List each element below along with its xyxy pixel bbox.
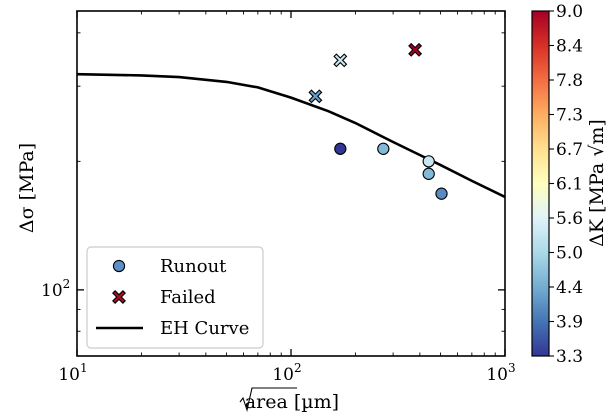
colorbar-label: ΔK [MPa √m] xyxy=(586,119,608,247)
x-axis-label: area [µm] xyxy=(239,387,339,413)
eh-curve-line xyxy=(77,72,505,199)
runout-point xyxy=(377,142,390,155)
y-axis-label: Δσ [MPa] xyxy=(16,143,38,233)
x-axis-label-text: area [µm] xyxy=(241,391,339,413)
plot-area: 101 102 103 102 xyxy=(41,10,516,385)
colorbar-tick-label: 8.4 xyxy=(556,37,583,57)
runout-point xyxy=(422,155,435,168)
runout-point xyxy=(435,187,448,200)
legend-runout-marker xyxy=(112,259,126,273)
x-axis-ticks: 101 102 103 xyxy=(58,11,516,385)
legend-label: EH Curve xyxy=(160,318,249,339)
colorbar-tick-label: 7.8 xyxy=(556,71,583,91)
colorbar-gradient xyxy=(531,10,550,357)
colorbar-tick-label: 4.4 xyxy=(556,278,583,298)
y-tick-exponent: 2 xyxy=(63,277,71,291)
y-tick-label: 102 xyxy=(41,277,70,301)
x-tick-label: 102 xyxy=(272,361,301,385)
plot-frame xyxy=(76,10,506,357)
legend-failed-marker xyxy=(112,290,126,304)
colorbar-tick-label: 3.3 xyxy=(556,347,583,367)
legend-frame xyxy=(86,246,264,349)
colorbar-ticks: 3.3 3.9 4.4 5.0 5.6 6.1 6.7 7.3 7.8 8.4 9.0 xyxy=(549,2,583,367)
runout-point xyxy=(334,142,347,155)
x-tick-exponent: 2 xyxy=(294,361,302,375)
legend-label: Failed xyxy=(160,287,216,308)
x-tick-label: 103 xyxy=(486,361,515,385)
legend: Runout Failed EH Curve xyxy=(86,246,264,349)
failed-point xyxy=(333,53,348,68)
colorbar-tick-label: 6.1 xyxy=(556,175,583,195)
failed-point xyxy=(408,42,423,57)
colorbar-tick-label: 5.0 xyxy=(556,244,583,264)
colorbar-tick-label: 9.0 xyxy=(556,2,583,22)
colorbar-tick-label: 7.3 xyxy=(556,106,583,126)
colorbar-tick-label: 6.7 xyxy=(556,140,583,160)
failed-point xyxy=(308,89,323,104)
x-tick-exponent: 1 xyxy=(80,361,88,375)
colorbar-tick-label: 5.6 xyxy=(556,209,583,229)
colorbar-tick-label: 3.9 xyxy=(556,313,583,333)
x-tick-label: 101 xyxy=(58,361,87,385)
x-tick-exponent: 3 xyxy=(508,361,516,375)
runout-point xyxy=(422,167,435,180)
sqrt-sign xyxy=(239,387,297,413)
legend-label: Runout xyxy=(160,256,227,277)
colorbar: 3.3 3.9 4.4 5.0 5.6 6.1 6.7 7.3 7.8 8.4 9.0 ΔK [MP… xyxy=(531,2,608,367)
